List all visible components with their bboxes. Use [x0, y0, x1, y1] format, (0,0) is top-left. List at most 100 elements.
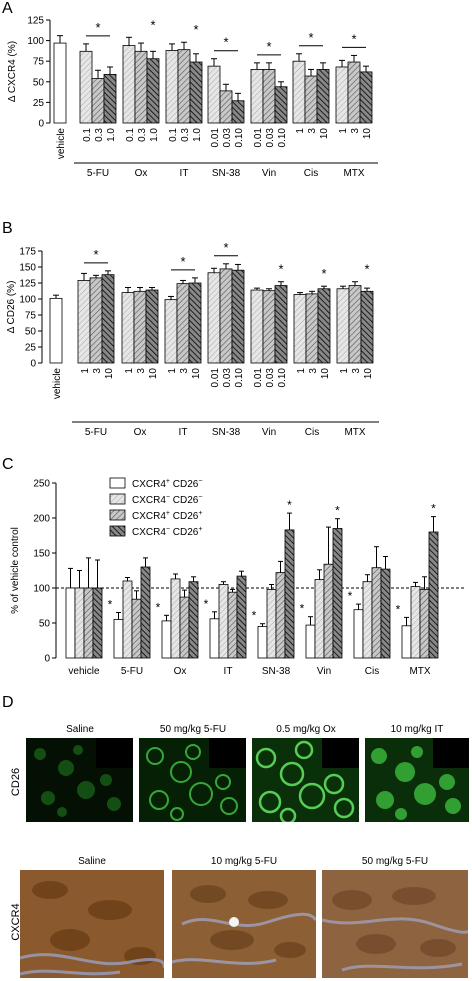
- panel-label-d: D: [2, 694, 14, 711]
- y-tick-label: 50: [33, 77, 45, 88]
- bar: [83, 587, 94, 659]
- category-label: SN-38: [262, 666, 291, 677]
- bar: [231, 269, 245, 364]
- group-label: IT: [179, 427, 188, 438]
- cxcr4-micrograph-5fu-10: [172, 870, 316, 978]
- cd26-micrograph-it: [365, 738, 469, 822]
- y-tick-label: 25: [25, 343, 37, 354]
- category-label: vehicle: [68, 666, 100, 677]
- bar: [292, 60, 306, 124]
- dose-label: 0.03: [222, 128, 233, 148]
- legend-superscript: +: [198, 510, 202, 517]
- dose-label: 1: [295, 128, 306, 134]
- bar: [250, 69, 264, 124]
- legend-superscript: −: [198, 478, 202, 485]
- dose-label: 10: [320, 368, 331, 380]
- legend-superscript: +: [198, 526, 202, 533]
- bar: [103, 73, 117, 124]
- bar: [177, 49, 191, 124]
- significance-star: *: [204, 597, 209, 611]
- bar: [122, 580, 133, 659]
- legend-label: CXCR4− CD26+: [132, 526, 202, 538]
- bar: [317, 288, 331, 364]
- cxcr4-micrograph-saline: [20, 870, 164, 978]
- dose-label: 3: [179, 368, 190, 374]
- dose-label: 0.01: [253, 368, 264, 388]
- y-tick-label: 50: [39, 619, 51, 630]
- bar: [121, 292, 135, 364]
- bar: [362, 581, 373, 659]
- y-tick-label: 0: [44, 654, 50, 665]
- legend-superscript: −: [166, 494, 170, 501]
- dose-label: 1: [339, 368, 350, 374]
- significance-star: *: [150, 17, 155, 32]
- bar: [146, 58, 160, 124]
- y-tick-label: 150: [19, 263, 36, 274]
- cxcr4-title-3: 50 mg/kg 5-FU: [361, 856, 429, 867]
- bar: [188, 282, 202, 364]
- bar: [316, 69, 330, 124]
- significance-star: *: [180, 254, 185, 269]
- group-label: Cis: [305, 427, 319, 438]
- y-axis-label: Δ CD26 (%): [6, 281, 17, 334]
- significance-star: *: [266, 39, 271, 54]
- significance-star: *: [108, 598, 113, 612]
- bar: [360, 290, 374, 364]
- dose-label: 3: [351, 368, 362, 374]
- cd26-micrograph-ox: [252, 738, 359, 822]
- dose-label: 0.10: [277, 368, 288, 388]
- significance-star: *: [348, 589, 353, 603]
- dose-label: 10: [104, 368, 115, 380]
- dose-label: 0.1: [82, 128, 93, 142]
- bar: [284, 529, 295, 659]
- y-axis-label: % of vehicle control: [10, 527, 21, 614]
- bar: [113, 619, 124, 659]
- y-tick-label: 175: [19, 247, 36, 258]
- bar: [275, 572, 286, 659]
- y-tick-label: 0: [30, 359, 36, 370]
- significance-star: *: [252, 609, 257, 623]
- bar: [218, 584, 229, 659]
- significance-star: *: [287, 498, 292, 512]
- dose-label: vehicle: [52, 368, 63, 400]
- cxcr4-title-1: Saline: [78, 856, 106, 867]
- dose-label: 0.01: [210, 368, 221, 388]
- dose-label: 0.03: [265, 128, 276, 148]
- bar: [145, 289, 159, 364]
- significance-star: *: [364, 262, 369, 277]
- dose-label: 0.10: [277, 128, 288, 148]
- bar: [371, 567, 382, 659]
- bar: [236, 575, 247, 659]
- category-label: IT: [224, 666, 233, 677]
- bar: [49, 297, 63, 364]
- bar: [53, 42, 67, 124]
- dose-label: 3: [308, 368, 319, 374]
- bar: [133, 290, 147, 364]
- y-tick-label: 50: [25, 327, 37, 338]
- y-tick-label: 25: [33, 98, 45, 109]
- legend-superscript: +: [166, 478, 170, 485]
- significance-star: *: [300, 602, 305, 616]
- significance-star: *: [396, 602, 401, 616]
- dose-label: 10: [362, 128, 373, 140]
- y-tick-label: 200: [33, 514, 50, 525]
- bar: [74, 587, 85, 659]
- panel-label-a: A: [2, 0, 13, 17]
- bar: [401, 625, 412, 659]
- bar: [219, 268, 233, 364]
- bar: [176, 283, 190, 364]
- category-label: Cis: [365, 666, 379, 677]
- cd26-title-2: 50 mg/kg 5-FU: [159, 724, 227, 735]
- significance-star: *: [156, 600, 161, 614]
- legend-text: CD26: [170, 527, 199, 538]
- panel-label-c: C: [2, 456, 14, 473]
- bar: [348, 285, 362, 364]
- group-label: Vin: [262, 168, 276, 179]
- y-tick-label: 125: [19, 279, 36, 290]
- legend-text: CXCR4: [132, 495, 166, 506]
- bar: [91, 78, 105, 124]
- cd26-micrograph-saline: [26, 738, 133, 822]
- bar: [207, 272, 221, 364]
- bar: [262, 290, 276, 364]
